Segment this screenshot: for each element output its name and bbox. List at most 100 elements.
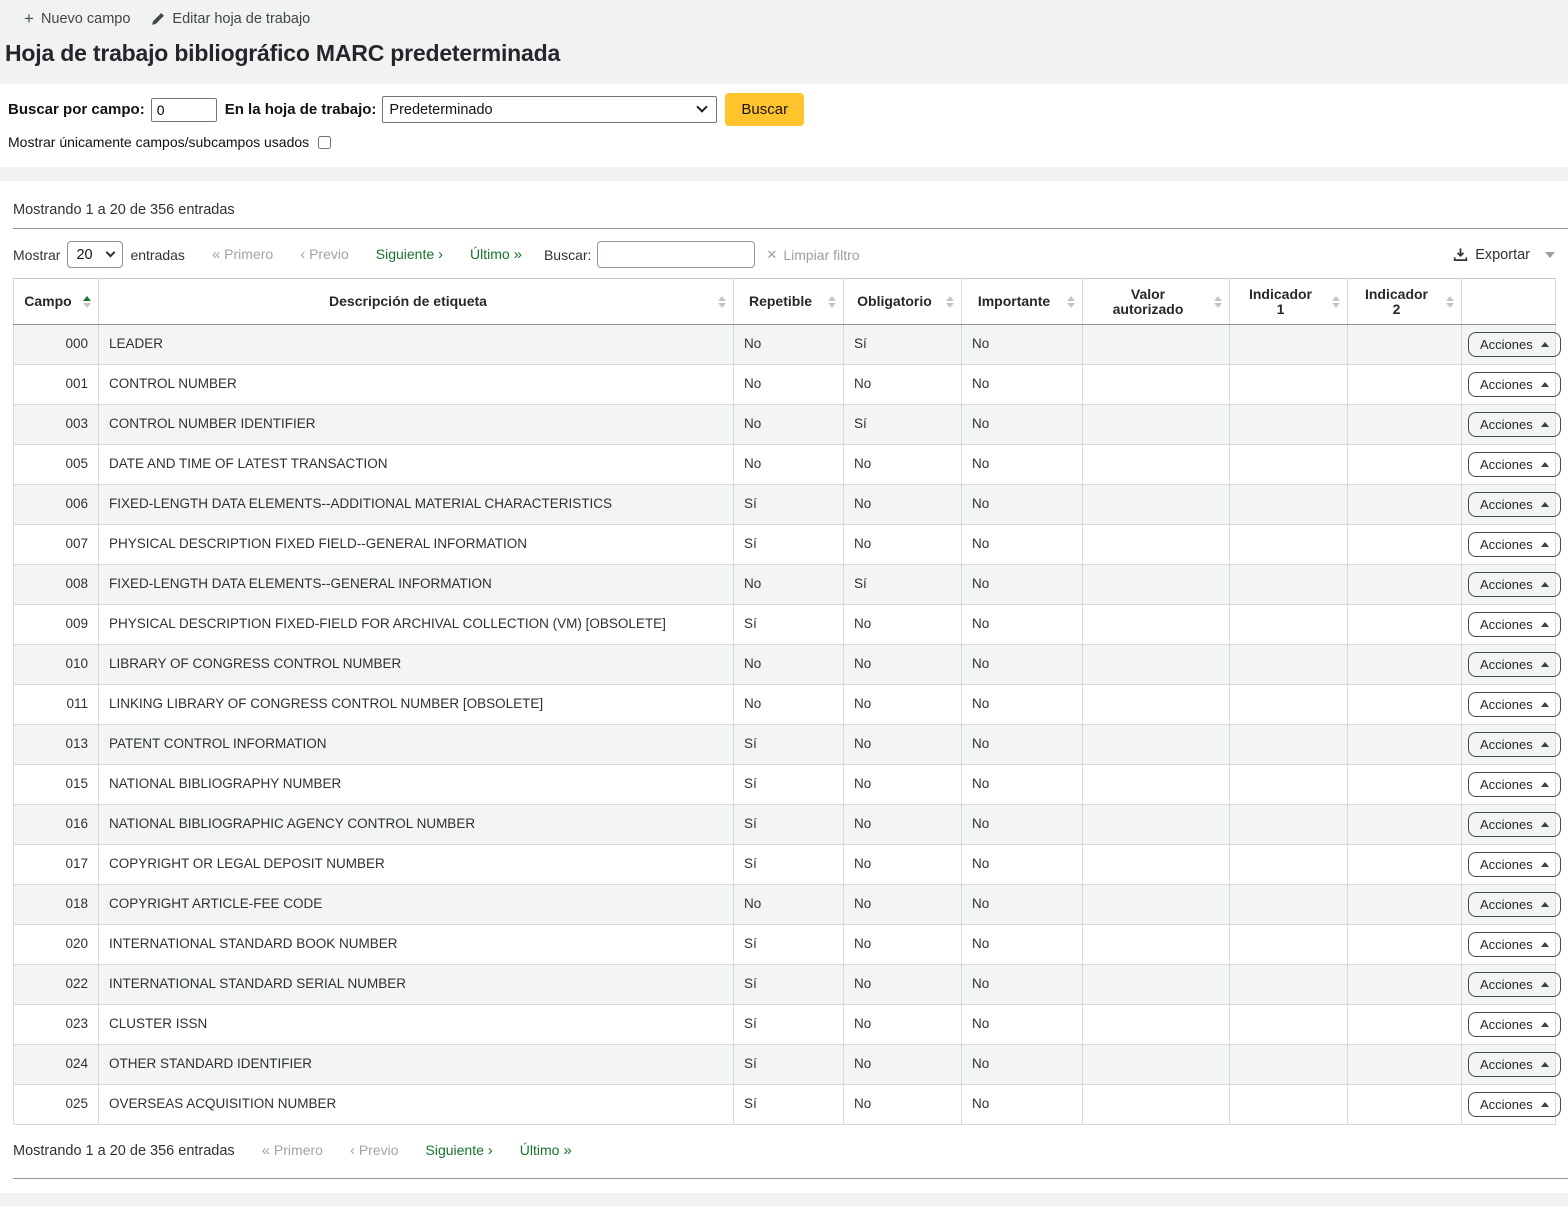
search-submit-button[interactable]: Buscar — [725, 93, 805, 126]
table-row: 007 PHYSICAL DESCRIPTION FIXED FIELD--GE… — [13, 524, 1561, 565]
actions-cell: Acciones — [1461, 1044, 1561, 1085]
column-header-importante[interactable]: Importante — [961, 278, 1083, 325]
pager-last-top[interactable]: Último » — [470, 246, 522, 263]
tag-cell: 011 — [13, 684, 99, 725]
indicator2-cell — [1347, 604, 1462, 645]
column-header-valor-autorizado[interactable]: Valor autorizado — [1082, 278, 1230, 325]
page-length-label-after: entradas — [130, 246, 185, 263]
column-header-descripcion[interactable]: Descripción de etiqueta — [98, 278, 734, 325]
column-header-repetible[interactable]: Repetible — [733, 278, 844, 325]
important-cell: No — [961, 764, 1083, 805]
repeatable-cell: Sí — [733, 764, 844, 805]
indicator1-cell — [1229, 324, 1348, 365]
actions-button[interactable]: Acciones — [1468, 1092, 1561, 1117]
section-divider — [0, 167, 1568, 181]
actions-button[interactable]: Acciones — [1468, 892, 1561, 917]
x-icon: ✕ — [766, 246, 778, 262]
actions-cell: Acciones — [1461, 844, 1561, 885]
tag-cell: 010 — [13, 644, 99, 685]
repeatable-cell: No — [733, 324, 844, 365]
important-cell: No — [961, 564, 1083, 605]
actions-button[interactable]: Acciones — [1468, 932, 1561, 957]
actions-button[interactable]: Acciones — [1468, 492, 1561, 517]
new-field-button[interactable]: + Nuevo campo — [24, 9, 130, 28]
pager-previous-bottom: ‹ Previo — [349, 1142, 399, 1159]
table-row: 022 INTERNATIONAL STANDARD SERIAL NUMBER… — [13, 964, 1561, 1005]
pencil-icon — [151, 12, 165, 26]
actions-button[interactable]: Acciones — [1468, 1052, 1561, 1077]
tag-cell: 013 — [13, 724, 99, 765]
caret-up-icon — [1540, 542, 1549, 547]
description-cell: DATE AND TIME OF LATEST TRANSACTION — [98, 444, 734, 485]
indicator1-cell — [1229, 444, 1348, 485]
column-header-indicador-2[interactable]: Indicador 2 — [1347, 278, 1462, 325]
table-info-bottom: Mostrando 1 a 20 de 356 entradas — [13, 1142, 235, 1159]
actions-button[interactable]: Acciones — [1468, 612, 1561, 637]
actions-button[interactable]: Acciones — [1468, 852, 1561, 877]
indicator1-cell — [1229, 484, 1348, 525]
actions-button[interactable]: Acciones — [1468, 412, 1561, 437]
mandatory-cell: Sí — [843, 324, 962, 365]
tag-cell: 024 — [13, 1044, 99, 1085]
repeatable-cell: Sí — [733, 1044, 844, 1085]
chevron-left-icon: ‹ — [349, 1142, 355, 1159]
actions-button[interactable]: Acciones — [1468, 572, 1561, 597]
sort-icon — [1332, 295, 1340, 308]
show-used-checkbox[interactable] — [318, 135, 332, 149]
pager-last-bottom[interactable]: Último » — [519, 1142, 572, 1159]
authorized-value-cell — [1082, 684, 1230, 725]
indicator1-cell — [1229, 804, 1348, 845]
pager-next-bottom[interactable]: Siguiente › — [425, 1142, 493, 1159]
column-header-campo[interactable]: Campo — [13, 278, 99, 325]
actions-button[interactable]: Acciones — [1468, 372, 1561, 397]
description-cell: LINKING LIBRARY OF CONGRESS CONTROL NUMB… — [98, 684, 734, 725]
actions-button[interactable]: Acciones — [1468, 732, 1561, 757]
page-length-label-before: Mostrar — [13, 246, 61, 263]
actions-button[interactable]: Acciones — [1468, 772, 1561, 797]
framework-select[interactable]: Predeterminado — [382, 96, 718, 123]
repeatable-cell: Sí — [733, 524, 844, 565]
authorized-value-cell — [1082, 884, 1230, 925]
mandatory-cell: No — [843, 1044, 962, 1085]
column-header-indicador-1[interactable]: Indicador 1 — [1229, 278, 1348, 325]
actions-button[interactable]: Acciones — [1468, 692, 1561, 717]
export-button[interactable]: Exportar — [1453, 247, 1555, 263]
column-header-obligatorio[interactable]: Obligatorio — [843, 278, 962, 325]
tag-cell: 025 — [13, 1084, 99, 1125]
important-cell: No — [961, 404, 1083, 445]
actions-button[interactable]: Acciones — [1468, 452, 1561, 477]
table-row: 003 CONTROL NUMBER IDENTIFIER No Sí No A… — [13, 404, 1561, 445]
actions-cell: Acciones — [1461, 644, 1561, 685]
actions-button[interactable]: Acciones — [1468, 652, 1561, 677]
indicator1-cell — [1229, 724, 1348, 765]
page-length-select[interactable]: 20 — [67, 241, 124, 268]
plus-icon: + — [24, 9, 34, 28]
actions-button[interactable]: Acciones — [1468, 532, 1561, 557]
authorized-value-cell — [1082, 324, 1230, 365]
double-chevron-right-icon: » — [513, 246, 522, 263]
important-cell: No — [961, 724, 1083, 765]
important-cell: No — [961, 444, 1083, 485]
pager-next-top[interactable]: Siguiente › — [375, 246, 444, 263]
pager-previous-top: ‹ Previo — [300, 246, 349, 263]
actions-button[interactable]: Acciones — [1468, 332, 1561, 357]
search-field-input[interactable] — [150, 97, 217, 122]
indicator2-cell — [1347, 1044, 1462, 1085]
repeatable-cell: Sí — [733, 804, 844, 845]
actions-button[interactable]: Acciones — [1468, 972, 1561, 997]
table-row: 020 INTERNATIONAL STANDARD BOOK NUMBER S… — [13, 924, 1561, 965]
tag-cell: 017 — [13, 844, 99, 885]
description-cell: COPYRIGHT OR LEGAL DEPOSIT NUMBER — [98, 844, 734, 885]
description-cell: LIBRARY OF CONGRESS CONTROL NUMBER — [98, 644, 734, 685]
edit-framework-button[interactable]: Editar hoja de trabajo — [151, 11, 310, 27]
actions-button[interactable]: Acciones — [1468, 1012, 1561, 1037]
clear-filter-button[interactable]: ✕ Limpiar filtro — [766, 246, 860, 263]
indicator2-cell — [1347, 444, 1462, 485]
actions-button[interactable]: Acciones — [1468, 812, 1561, 837]
table-row: 024 OTHER STANDARD IDENTIFIER Sí No No A… — [13, 1044, 1561, 1085]
table-filter-input[interactable] — [597, 241, 756, 268]
table-row: 015 NATIONAL BIBLIOGRAPHY NUMBER Sí No N… — [13, 764, 1561, 805]
sort-icon — [718, 295, 726, 308]
double-chevron-left-icon: « — [261, 1142, 271, 1159]
caret-up-icon — [1540, 502, 1549, 507]
